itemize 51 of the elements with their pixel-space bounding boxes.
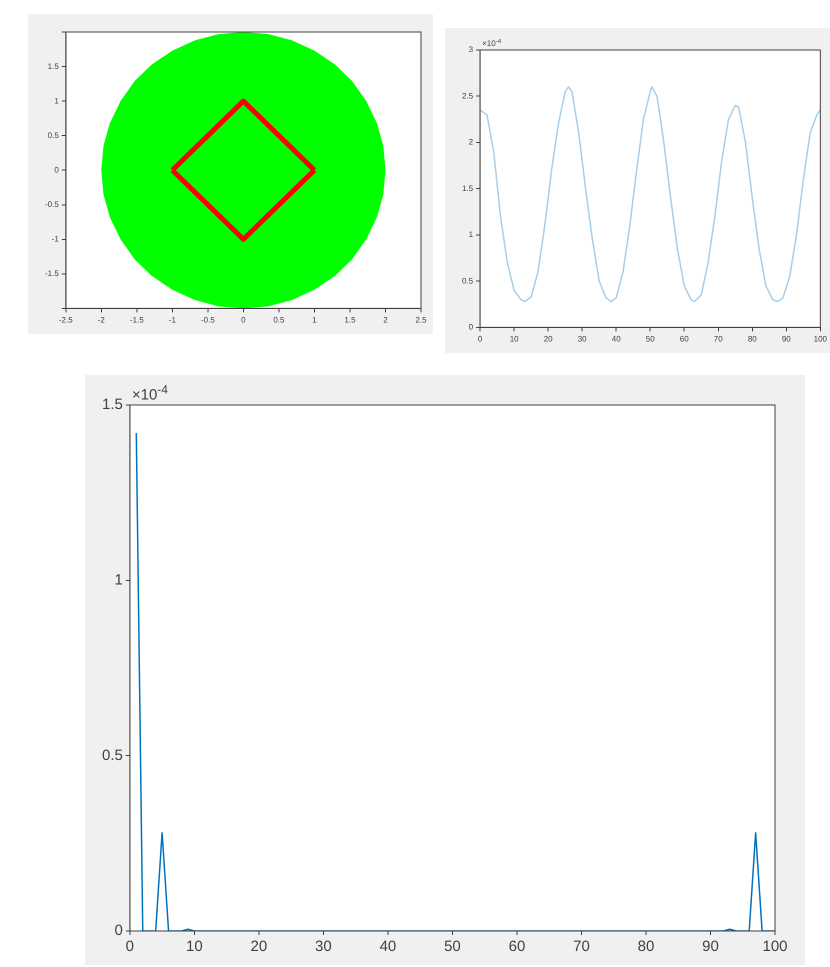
y-tick-label: 1.5 <box>48 62 60 71</box>
x-tick-label: 2 <box>383 315 388 324</box>
x-tick-label: 0 <box>241 315 246 324</box>
x-tick-label: 60 <box>508 938 526 956</box>
x-tick-label: 60 <box>680 334 690 344</box>
x-tick-label: -2 <box>98 315 106 324</box>
x-tick-label: 0 <box>126 938 134 956</box>
x-tick-label: 2.5 <box>415 315 428 324</box>
y-tick-label: 0.5 <box>48 130 60 140</box>
y-tick-label: 1 <box>54 96 60 106</box>
x-tick-label: 70 <box>714 334 724 344</box>
x-tick-label: 20 <box>544 334 554 344</box>
x-tick-label: -0.5 <box>200 315 216 324</box>
x-tick-label: 50 <box>444 938 461 956</box>
y-tick-label: 2.5 <box>462 91 474 100</box>
y-tick-label: 2 <box>468 138 474 147</box>
x-tick-label: -2.5 <box>58 315 74 324</box>
x-tick-label: 1 <box>312 315 318 324</box>
y-tick-label: -0.5 <box>44 200 60 209</box>
x-tick-label: 40 <box>380 938 396 956</box>
y-tick-label: 0 <box>114 922 123 940</box>
x-tick-label: 90 <box>782 334 792 344</box>
x-tick-label: 90 <box>702 938 719 956</box>
x-tick-label: 70 <box>573 938 590 956</box>
x-tick-label: 30 <box>578 334 588 344</box>
x-tick-label: 20 <box>250 938 268 956</box>
x-tick-label: 10 <box>186 938 203 956</box>
x-tick-label: 100 <box>814 334 828 344</box>
x-tick-label: 0 <box>478 334 483 344</box>
y-tick-label: 0 <box>54 165 60 174</box>
x-tick-label: 1.5 <box>344 315 356 324</box>
y-tick-label: 1 <box>468 230 474 240</box>
x-tick-label: -1 <box>168 315 176 324</box>
x-tick-label: 80 <box>638 938 654 956</box>
x-tick-label: 100 <box>762 938 788 956</box>
y-tick-label: -1.5 <box>44 269 60 278</box>
y-tick-label: 0.5 <box>462 276 474 286</box>
y-tick-label: 3 <box>468 45 474 54</box>
x-tick-label: 10 <box>510 334 520 344</box>
y-tick-label: 1 <box>114 571 123 588</box>
y-tick-label: -1 <box>52 234 60 244</box>
y-tick-label: 1.5 <box>102 396 123 414</box>
x-tick-label: 0.5 <box>273 315 286 324</box>
x-tick-label: 50 <box>646 334 656 344</box>
x-tick-label: 80 <box>748 334 758 344</box>
x-tick-label: 30 <box>315 938 332 956</box>
y-tick-label: 0 <box>468 322 474 332</box>
y-tick-label: 0.5 <box>102 746 123 764</box>
y-tick-label: 1.5 <box>462 184 474 193</box>
x-tick-label: -1.5 <box>130 315 144 324</box>
x-tick-label: 40 <box>612 334 622 344</box>
